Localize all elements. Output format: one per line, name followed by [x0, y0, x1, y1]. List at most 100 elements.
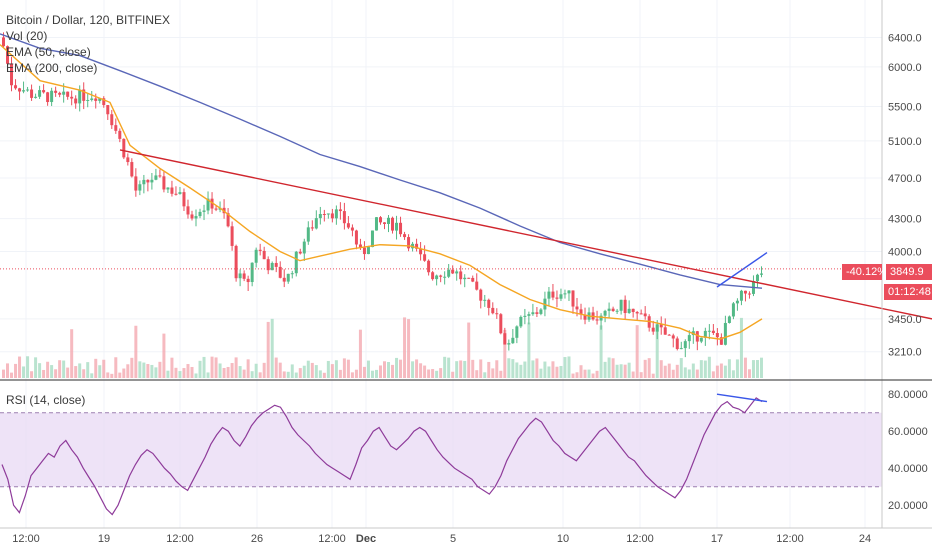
volume-bar — [94, 358, 98, 378]
candle-body — [415, 243, 419, 249]
volume-bar — [727, 359, 731, 378]
candle-body — [663, 327, 667, 335]
candle-body — [190, 214, 194, 219]
candle-body — [655, 324, 659, 332]
volume-bar — [318, 370, 322, 378]
candle-body — [214, 208, 218, 210]
rsi-tick-label: 20.0000 — [888, 500, 928, 512]
volume-bar — [230, 363, 234, 378]
candle-body — [499, 314, 503, 334]
volume-bar — [455, 361, 459, 378]
candle-body — [82, 89, 86, 101]
volume-bar — [226, 366, 230, 378]
volume-bar — [122, 368, 126, 378]
volume-bar — [755, 360, 759, 378]
candle-body — [723, 322, 727, 345]
volume-bar — [150, 364, 154, 378]
volume-bar — [599, 325, 603, 378]
volume-bar — [70, 329, 74, 378]
candle-body — [254, 249, 258, 263]
volume-bar — [170, 357, 174, 378]
volume-bar — [715, 365, 719, 378]
volume-bar — [663, 365, 667, 378]
candle-body — [471, 277, 475, 282]
volume-bar — [250, 371, 254, 378]
candle-body — [302, 241, 306, 254]
volume-bar — [366, 360, 370, 378]
volume-bar — [358, 329, 362, 378]
candle-body — [391, 217, 395, 231]
candle-body — [14, 85, 18, 89]
candle-body — [387, 217, 391, 224]
candle-body — [174, 193, 178, 195]
volume-bar — [419, 363, 423, 378]
candle-body — [210, 198, 214, 209]
candle-body — [154, 175, 158, 180]
candle-body — [671, 335, 675, 339]
symbol-title[interactable]: Bitcoin / Dollar, 120, BITFINEX — [6, 13, 171, 27]
candle-body — [362, 247, 366, 255]
volume-bar — [114, 357, 118, 378]
legend-vol[interactable]: Vol (20) — [6, 29, 48, 43]
rsi-divergence-line — [716, 393, 768, 403]
candle-body — [202, 210, 206, 212]
candle-body — [555, 297, 559, 299]
candle-body — [679, 348, 683, 350]
candle-body — [282, 277, 286, 282]
volume-bar — [747, 369, 751, 378]
candle-body — [90, 98, 94, 100]
volume-bar — [507, 358, 511, 378]
candle-body — [246, 278, 250, 283]
volume-bar — [691, 363, 695, 378]
candle-body — [334, 209, 338, 219]
candle-body — [479, 289, 483, 301]
volume-bar — [294, 372, 298, 378]
volume-bar — [587, 369, 591, 378]
legend-ema-200[interactable]: EMA (200, close) — [6, 61, 98, 75]
candle-body — [366, 247, 370, 255]
candle-body — [18, 88, 22, 92]
volume-bar — [334, 360, 338, 378]
volume-bar — [423, 365, 427, 378]
candle-body — [234, 245, 238, 279]
candle-body — [66, 91, 70, 97]
rsi-legend[interactable]: RSI (14, close) — [6, 393, 86, 407]
candle-body — [326, 213, 330, 215]
volume-bar — [415, 359, 419, 378]
volume-bar — [559, 365, 563, 378]
time-tick-label: 12:00 — [166, 533, 194, 545]
volume-bar — [635, 325, 639, 378]
candle-body — [50, 90, 54, 103]
volume-bar — [699, 360, 703, 378]
volume-bar — [86, 362, 90, 378]
candle-body — [447, 269, 451, 277]
volume-bar — [447, 357, 451, 378]
volume-bar — [342, 358, 346, 378]
candle-body — [635, 312, 639, 314]
candle-body — [455, 271, 459, 274]
candle-body — [10, 63, 14, 86]
last-price-tag: 3849.9 — [886, 264, 932, 280]
volume-bar — [483, 372, 487, 378]
volume-bar — [110, 373, 114, 378]
candle-body — [74, 98, 78, 104]
volume-bar — [591, 373, 595, 378]
candle-body — [563, 293, 567, 295]
volume-bar — [683, 367, 687, 378]
volume-bar — [679, 358, 683, 378]
candle-body — [54, 90, 58, 93]
volume-bar — [655, 323, 659, 378]
volume-bar — [2, 369, 5, 378]
volume-bar — [378, 365, 382, 378]
volume-bar — [10, 372, 14, 378]
time-tick-label: 17 — [711, 533, 723, 545]
candle-body — [290, 273, 294, 275]
candle-body — [583, 314, 587, 320]
candle-body — [298, 251, 302, 254]
candle-body — [186, 206, 190, 215]
volume-bar — [539, 368, 543, 378]
legend-ema-50[interactable]: EMA (50, close) — [6, 45, 91, 59]
candle-body — [110, 114, 114, 126]
volume-bar — [567, 356, 571, 378]
